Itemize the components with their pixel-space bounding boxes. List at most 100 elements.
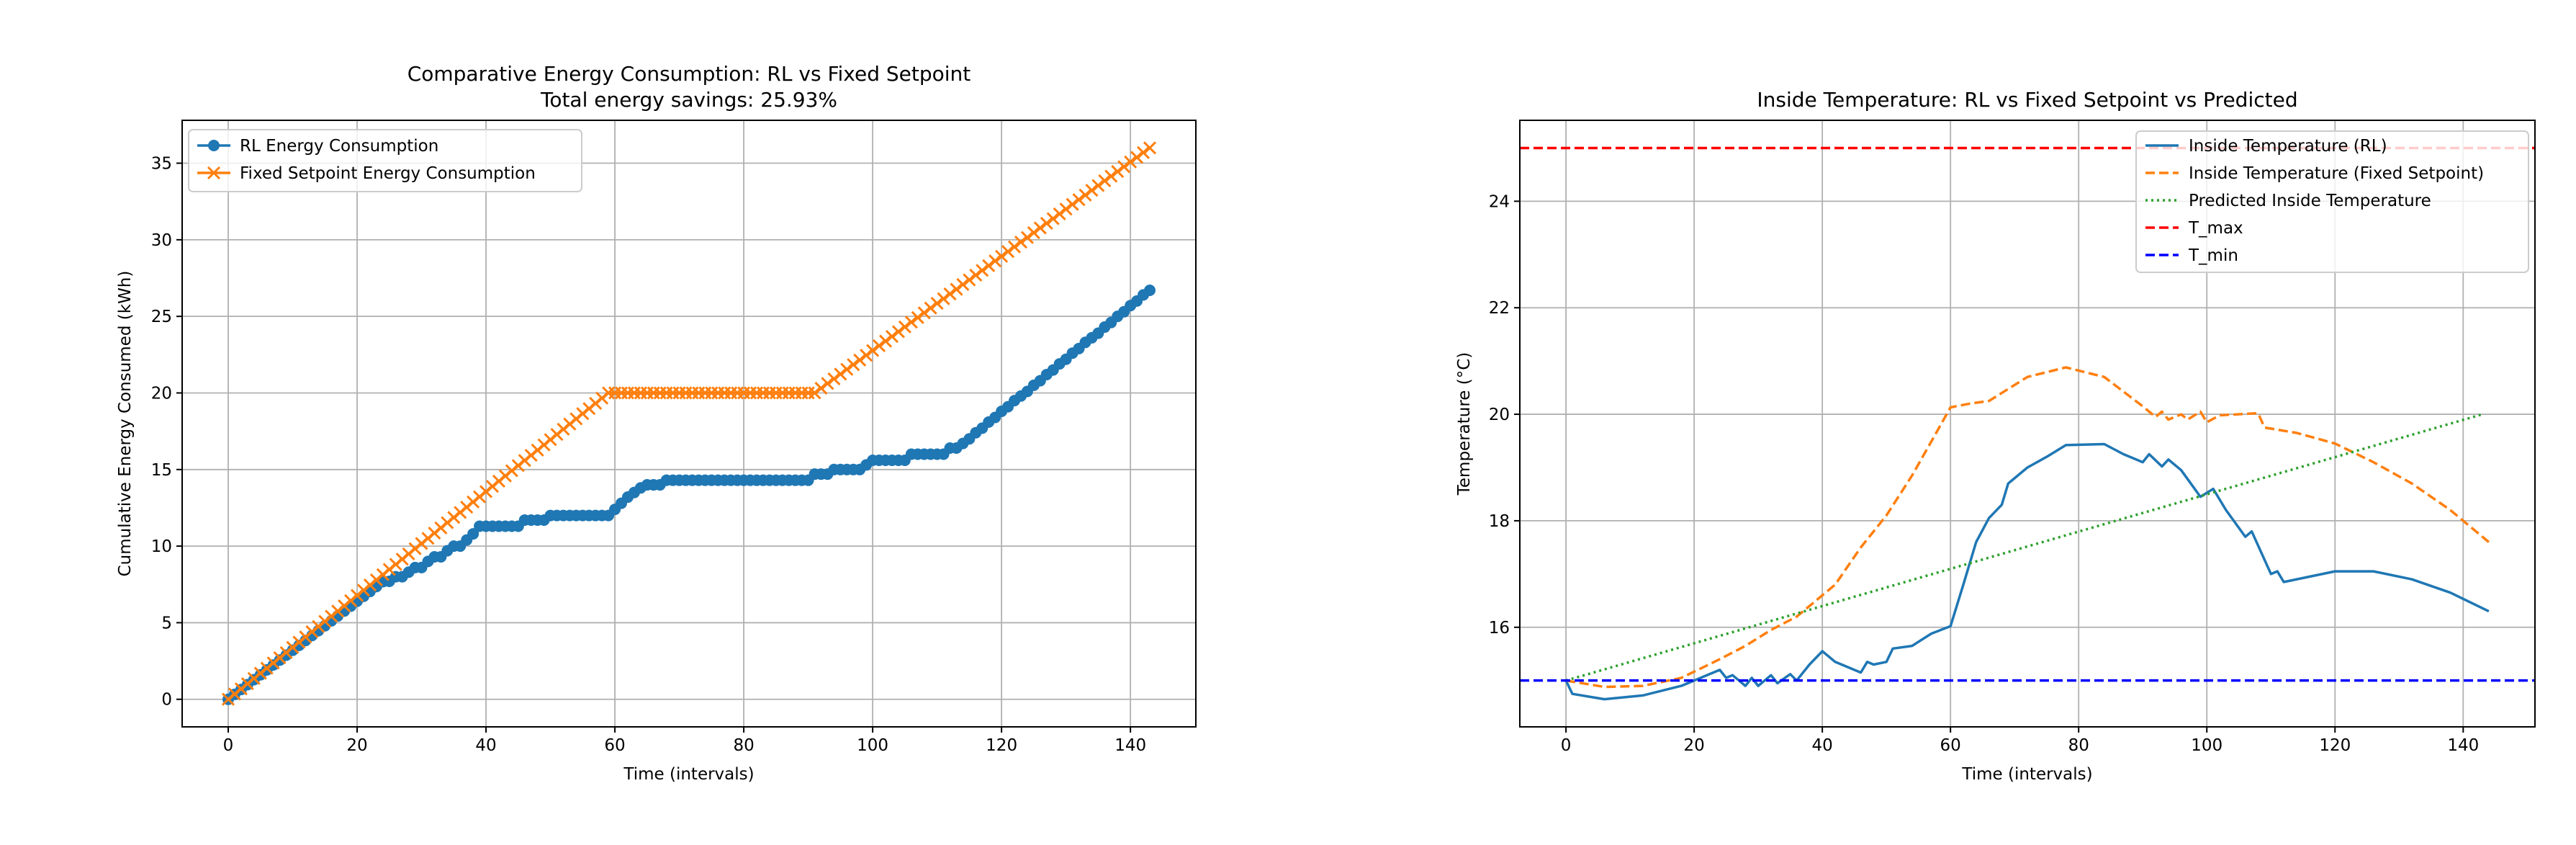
temperature-chart-title: Inside Temperature: RL vs Fixed Setpoint… <box>1757 88 2297 112</box>
energy-chart: Comparative Energy Consumption: RL vs Fi… <box>116 62 1197 784</box>
y-tick-label: 16 <box>1489 619 1510 638</box>
energy-ticks: 0 20 40 60 80 100 120 140 0 5 10 15 20 25 30 35 <box>151 155 1146 755</box>
y-tick-label: 20 <box>151 384 172 403</box>
data-point <box>866 344 880 357</box>
series-inside-temperature-rl <box>1564 442 2490 701</box>
x-tick-label: 80 <box>733 736 754 755</box>
data-point <box>969 268 983 282</box>
legend-rl-temp: Inside Temperature (RL) <box>2189 137 2387 156</box>
data-point <box>1136 146 1150 159</box>
data-point <box>924 301 937 315</box>
data-point <box>1098 174 1112 188</box>
data-point <box>917 306 931 320</box>
data-point <box>860 349 873 362</box>
x-tick-label: 100 <box>857 736 888 755</box>
data-point <box>1053 207 1066 220</box>
data-point <box>808 386 821 400</box>
x-tick-label: 80 <box>2068 736 2089 755</box>
x-tick-label: 140 <box>1114 736 1146 755</box>
legend-fixed-temp: Inside Temperature (Fixed Setpoint) <box>2189 164 2484 183</box>
y-tick-label: 24 <box>1489 192 1510 211</box>
data-point <box>1085 184 1099 197</box>
y-tick-label: 35 <box>151 155 172 174</box>
data-point <box>878 334 893 348</box>
x-tick-label: 140 <box>2447 736 2479 755</box>
y-tick-label: 10 <box>151 537 172 556</box>
y-tick-label: 0 <box>161 691 172 710</box>
temperature-legend: Inside Temperature (RL) Inside Temperatu… <box>2135 130 2529 273</box>
temperature-ticks: 0 20 40 60 80 100 120 140 16 18 20 22 24 <box>1489 192 2480 755</box>
data-point <box>930 297 944 310</box>
data-point <box>827 372 841 385</box>
data-point <box>904 316 918 329</box>
legend-fixed-energy: Fixed Setpoint Energy Consumption <box>240 164 536 183</box>
y-tick-label: 22 <box>1489 299 1510 318</box>
data-point <box>1104 169 1118 183</box>
x-tick-label: 0 <box>1561 736 1572 755</box>
data-point <box>847 358 860 372</box>
data-point <box>821 377 834 390</box>
data-point <box>956 277 970 291</box>
y-tick-label: 18 <box>1489 512 1510 531</box>
temperature-chart: Inside Temperature: RL vs Fixed Setpoint… <box>1455 88 2536 784</box>
data-point <box>1091 179 1105 192</box>
x-tick-label: 20 <box>1683 736 1704 755</box>
data-point <box>1033 221 1047 235</box>
energy-x-axis-label: Time (intervals) <box>623 765 754 784</box>
data-point <box>943 287 957 301</box>
data-point <box>1072 193 1086 207</box>
x-tick-label: 100 <box>2191 736 2223 755</box>
data-point <box>891 325 905 339</box>
data-point <box>853 353 867 367</box>
temperature-y-axis-label: Temperature (°C) <box>1455 352 1474 496</box>
energy-grid <box>182 120 1196 727</box>
data-point <box>988 254 1002 268</box>
data-point <box>1124 155 1138 169</box>
legend-t-max: T_max <box>2188 219 2243 238</box>
data-point <box>1144 285 1156 297</box>
x-tick-label: 60 <box>604 736 625 755</box>
data-point <box>834 367 847 381</box>
series-rl-energy-consumption <box>227 289 1151 701</box>
y-tick-label: 20 <box>1489 406 1510 424</box>
y-tick-label: 5 <box>161 614 172 632</box>
data-point <box>995 249 1009 263</box>
data-point <box>840 362 854 376</box>
data-point <box>982 259 996 272</box>
y-tick-label: 30 <box>151 231 172 250</box>
data-point <box>1066 197 1079 211</box>
data-point <box>1130 151 1144 164</box>
x-tick-label: 20 <box>346 736 367 755</box>
data-point <box>1059 202 1073 216</box>
energy-chart-subtitle: Total energy savings: 25.93% <box>540 88 837 112</box>
data-point <box>814 381 828 395</box>
series-inside-temperature-fixed-setpoint <box>1565 366 2490 689</box>
legend-x-marker-icon <box>207 166 221 180</box>
x-tick-label: 120 <box>2319 736 2351 755</box>
energy-axes-frame <box>181 120 1197 728</box>
x-tick-label: 60 <box>1940 736 1961 755</box>
y-tick-label: 25 <box>151 308 172 326</box>
data-point <box>911 310 924 324</box>
x-tick-label: 120 <box>986 736 1017 755</box>
energy-legend: RL Energy Consumption Fixed Setpoint Ene… <box>188 129 582 192</box>
x-tick-label: 0 <box>223 736 234 755</box>
data-point <box>1007 240 1022 254</box>
data-point <box>976 264 989 277</box>
temperature-plot-area <box>1520 146 2535 701</box>
data-point <box>1046 212 1060 225</box>
series-fixed-setpoint-energy-consumption <box>227 146 1151 701</box>
data-point <box>1027 226 1040 240</box>
data-point <box>950 282 963 296</box>
legend-rl-energy: RL Energy Consumption <box>240 137 438 156</box>
legend-circle-marker-icon <box>208 140 220 151</box>
energy-chart-title: Comparative Energy Consumption: RL vs Fi… <box>407 62 971 86</box>
series-predicted-inside-temperature <box>1565 413 2483 682</box>
data-point <box>467 528 479 540</box>
data-point <box>1117 160 1131 174</box>
data-point <box>1143 141 1157 155</box>
data-point <box>1014 235 1028 249</box>
data-point <box>885 329 899 344</box>
data-point <box>963 273 976 287</box>
